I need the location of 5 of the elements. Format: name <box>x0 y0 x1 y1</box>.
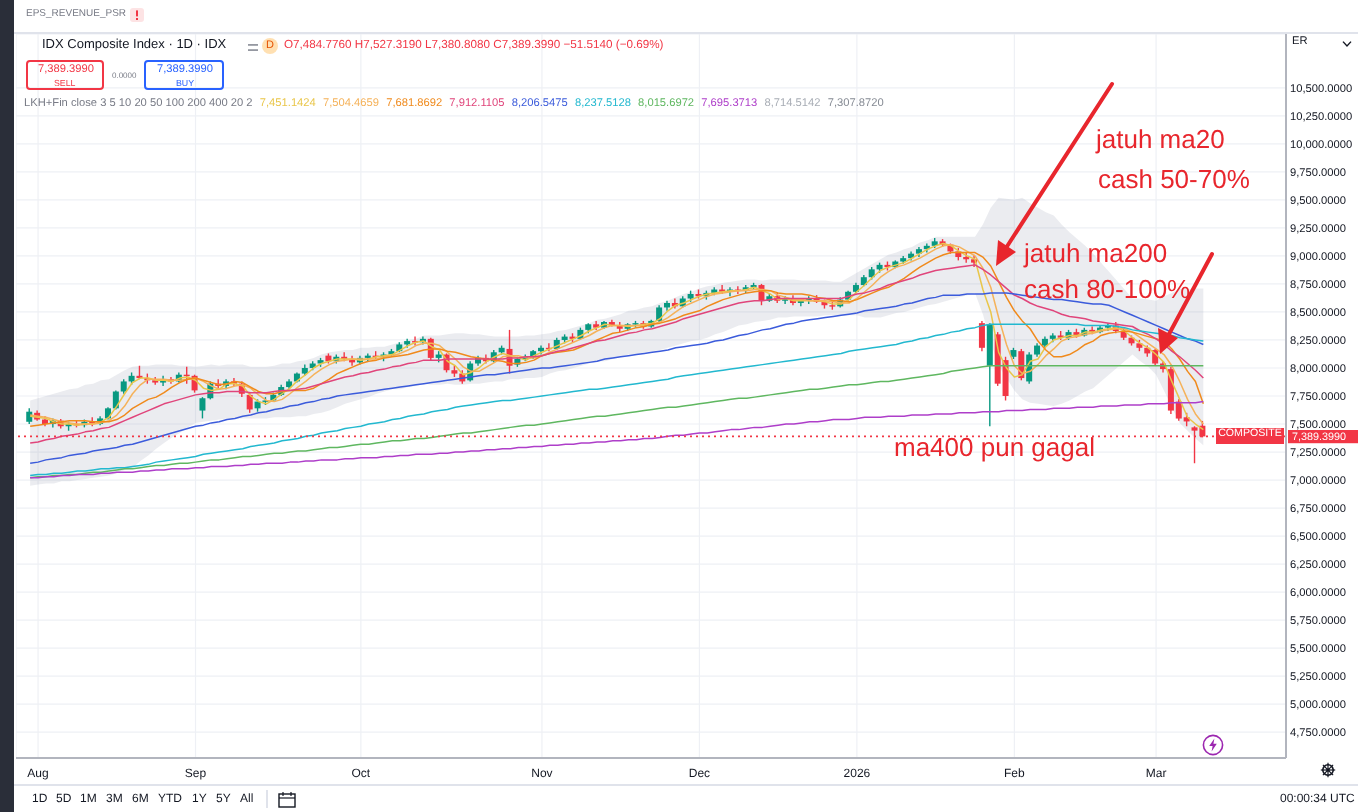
annotation: cash 50-70% <box>1098 164 1250 194</box>
annotation: cash 80-100% <box>1024 273 1191 303</box>
annotation: ma400 pun gagal <box>894 432 1095 462</box>
annotation: jatuh ma20 <box>1096 124 1225 154</box>
annotation: jatuh ma200 <box>1024 238 1168 268</box>
